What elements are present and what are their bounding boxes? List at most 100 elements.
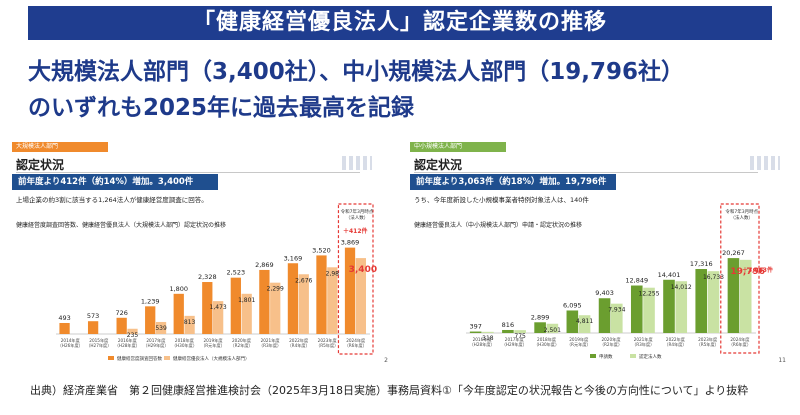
legend-label: 健康経営優良法人（大規模法人部門） [173, 355, 250, 362]
large-data-label: 2,676 [295, 277, 312, 284]
legend-swatch [590, 354, 596, 358]
panel-note: うち、今年度新設した小規模事業者特例対象法人は、140件 [414, 196, 589, 204]
sme-tick-label: 2019年度 [569, 336, 589, 343]
sme-tick-label: 2022年度 [666, 336, 686, 343]
sme-data-label: 397 [469, 323, 481, 331]
large-tick-label: 2022年度 [289, 337, 309, 344]
large-tick-label: 2017年度 [146, 337, 166, 344]
large-data-label: 235 [127, 332, 139, 339]
large-data-label: 726 [115, 309, 127, 317]
large-data-label: 3,520 [312, 246, 331, 254]
large-tick-label: 2020年度 [232, 337, 252, 344]
decorative-stripe [342, 156, 372, 170]
sme-tick-label: （R2年度） [600, 341, 622, 348]
panel-title: 認定状況 [414, 158, 463, 172]
large-tick-label: （R2年度） [230, 342, 252, 349]
large-tick-label: 2021年度 [261, 337, 281, 344]
large-bar-series-2 [127, 328, 138, 334]
summary-band: 前年度より412件（約14%）増加。3,400件 [12, 174, 218, 190]
sme-bar-series-1 [695, 269, 708, 333]
sme-bar-series-1 [727, 258, 740, 333]
large-data-label: 2,299 [267, 286, 284, 293]
headline-line-1: 大規模法人部門（3,400社）、中小規模法人部門（19,796社） [28, 59, 685, 85]
highlight-box [720, 203, 760, 354]
sme-bar-series-1 [630, 285, 643, 333]
large-tick-label: （R6年度） [345, 342, 367, 349]
large-data-label: 2,869 [255, 261, 274, 269]
legend-swatch [164, 356, 170, 360]
large-bar-series-2 [155, 321, 167, 334]
large-bar-series-1 [87, 321, 99, 334]
large-data-label: 539 [155, 325, 167, 332]
title-rule [16, 172, 360, 173]
sme-data-label: 12,255 [639, 291, 660, 298]
sme-tick-label: （H28年度） [469, 341, 494, 348]
sme-data-label: 775 [514, 333, 526, 340]
page-number: 2 [384, 357, 388, 364]
large-bar-series-1 [287, 263, 299, 334]
sme-bar-series-1 [502, 329, 514, 333]
title-rule [414, 172, 758, 173]
highlight-box [337, 203, 374, 355]
large-bar-series-2 [184, 315, 195, 334]
sme-tick-label: （R元年度） [567, 341, 591, 348]
sme-tick-label: （H30年度） [534, 341, 559, 348]
sme-data-label: 6,095 [563, 301, 582, 309]
large-data-label: 813 [184, 319, 196, 326]
large-tick-label: （H27年度） [86, 342, 111, 349]
sme-data-label: 2,501 [544, 327, 561, 334]
large-tick-label: 2019年度 [203, 337, 223, 344]
sme-tick-label: 2016年度 [473, 336, 493, 343]
panel-tag: 大規模法人部門 [12, 142, 108, 152]
source-footer: 出典）経済産業省 第２回健康経営推進検討会（2025年3月18日実施）事務局資料… [30, 384, 749, 397]
legend-label: 健康経営度調査回答数 [117, 355, 162, 362]
large-data-label: 493 [58, 314, 70, 322]
large-bar-series-1 [59, 322, 70, 334]
large-bar-series-1 [145, 306, 156, 334]
large-tick-label: 2023年度 [318, 337, 338, 344]
sme-bar-series-2 [578, 315, 591, 333]
sme-data-label: 19,796 [730, 267, 765, 277]
sme-bar-series-2 [707, 271, 720, 333]
large-tick-label: （H26年度） [58, 342, 83, 349]
highlight-label: （法人数） [346, 214, 369, 221]
legend-swatch [630, 354, 636, 358]
increase-annotation: ＋3,063件 [742, 266, 773, 274]
sme-bar-series-1 [534, 322, 546, 333]
large-tick-label: 2024年度 [346, 337, 366, 344]
sme-bar-series-2 [643, 287, 655, 333]
large-tick-label: 2016年度 [118, 337, 138, 344]
large-tick-label: （H29年度） [143, 342, 168, 349]
sme-bar-series-2 [546, 323, 559, 333]
sme-data-label: 17,316 [690, 260, 713, 268]
chart-title: 健康経営優良法人（中小規模法人部門）申請・認定状況の推移 [414, 222, 583, 229]
decorative-stripe [750, 156, 780, 170]
large-tick-label: （R4年度） [287, 342, 309, 349]
large-data-label: 573 [87, 312, 99, 320]
large-bar-series-2 [270, 282, 281, 334]
sme-tick-label: 2021年度 [634, 336, 654, 343]
legend-swatch [108, 356, 114, 360]
large-tick-label: （H30年度） [172, 342, 197, 349]
sme-data-label: 12,849 [625, 277, 648, 285]
highlight-label: 令和7年3月時点 [725, 208, 758, 215]
sme-bar-series-1 [566, 310, 579, 333]
page-number: 11 [778, 357, 786, 364]
sme-bar-series-2 [739, 259, 752, 333]
sme-tick-label: （R5年度） [697, 341, 719, 348]
sme-data-label: 7,934 [608, 307, 625, 314]
large-bar-series-2 [327, 267, 338, 334]
large-tick-label: （H28年度） [115, 342, 140, 349]
large-data-label: 1,473 [210, 304, 227, 311]
large-data-label: 2,328 [198, 273, 217, 281]
sme-bar-series-1 [469, 331, 482, 333]
large-tick-label: 2014年度 [61, 337, 81, 344]
large-tick-label: 2018年度 [175, 337, 195, 344]
headline-line-2: のいずれも2025年に過去最高を記録 [28, 95, 415, 121]
legend-label: 申請数 [599, 353, 613, 360]
page-banner: 「健康経営優良法人」認定企業数の推移 [28, 6, 772, 40]
legend-label: 認定法人数 [639, 353, 662, 360]
large-tick-label: （R5年度） [316, 342, 338, 349]
panel-note: 上場企業の約3割に該当する1,264法人が健康経営度調査に回答。 [16, 196, 208, 204]
increase-annotation: ＋412件 [343, 227, 368, 235]
